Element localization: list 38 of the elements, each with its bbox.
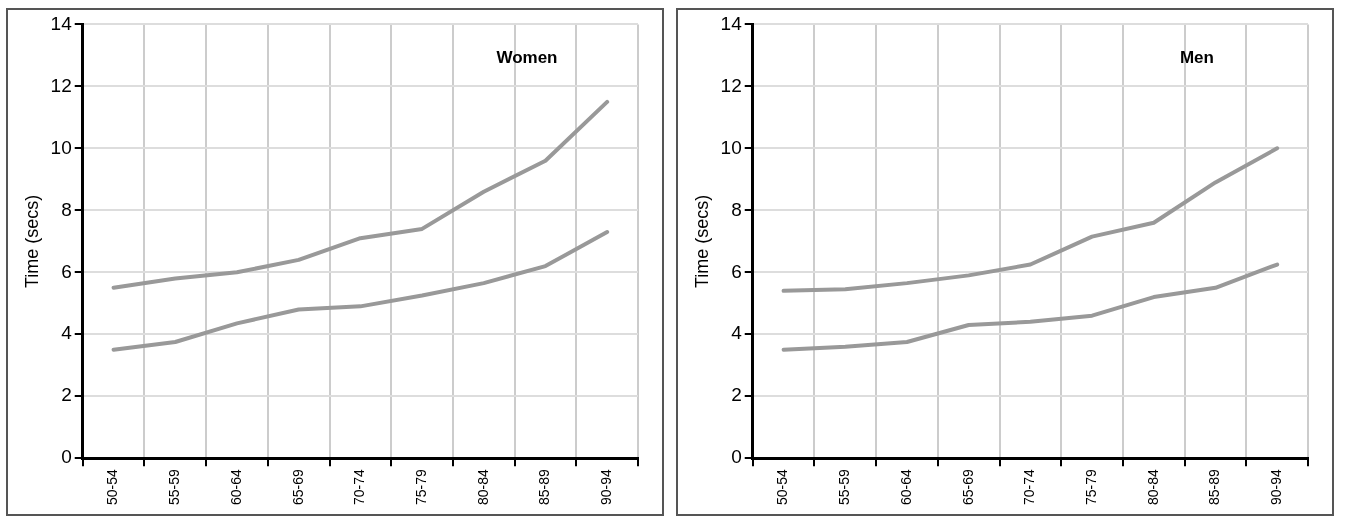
y-tick-label: 8 <box>731 198 742 220</box>
x-tick-label: 85-89 <box>536 468 553 506</box>
y-tick-label: 0 <box>731 446 742 468</box>
x-tick-label: 80-84 <box>474 468 491 506</box>
x-tick-label: 75-79 <box>412 468 429 506</box>
y-tick-label: 6 <box>731 260 742 282</box>
y-axis-title: Time (secs) <box>691 194 712 288</box>
text: Women <box>496 48 558 68</box>
y-tick-label: 12 <box>50 74 72 96</box>
y-tick-label: 14 <box>50 12 73 34</box>
x-tick-label: 80-84 <box>1144 468 1161 506</box>
x-tick-label: 65-69 <box>289 468 306 506</box>
y-tick-label: 8 <box>61 198 72 220</box>
x-tick-label: 50-54 <box>104 468 121 506</box>
x-tick-label: 90-94 <box>1268 468 1285 506</box>
y-tick-label: 12 <box>720 74 742 96</box>
x-tick-label: 60-64 <box>227 468 244 506</box>
x-tick-label: 65-69 <box>959 468 976 506</box>
x-tick-label: 90-94 <box>598 468 615 506</box>
y-tick-label: 2 <box>61 384 72 406</box>
x-tick-label: 55-59 <box>836 468 853 506</box>
x-tick-label: 50-54 <box>774 468 791 506</box>
y-tick-label: 6 <box>61 260 72 282</box>
x-tick-label: 75-79 <box>1082 468 1099 506</box>
x-tick-label: 70-74 <box>1021 468 1038 506</box>
y-tick-label: 0 <box>61 446 72 468</box>
y-tick-label: 10 <box>50 136 72 158</box>
text: Men <box>1179 48 1214 68</box>
y-tick-label: 4 <box>731 322 743 344</box>
x-tick-label: 70-74 <box>351 468 368 506</box>
x-tick-label: 85-89 <box>1206 468 1223 506</box>
y-tick-label: 2 <box>731 384 742 406</box>
y-tick-label: 4 <box>61 322 73 344</box>
y-axis-title: Time (secs) <box>21 194 42 288</box>
x-tick-label: 60-64 <box>897 468 914 506</box>
x-tick-label: 55-59 <box>166 468 183 506</box>
y-tick-label: 14 <box>720 12 743 34</box>
y-tick-label: 10 <box>720 136 742 158</box>
